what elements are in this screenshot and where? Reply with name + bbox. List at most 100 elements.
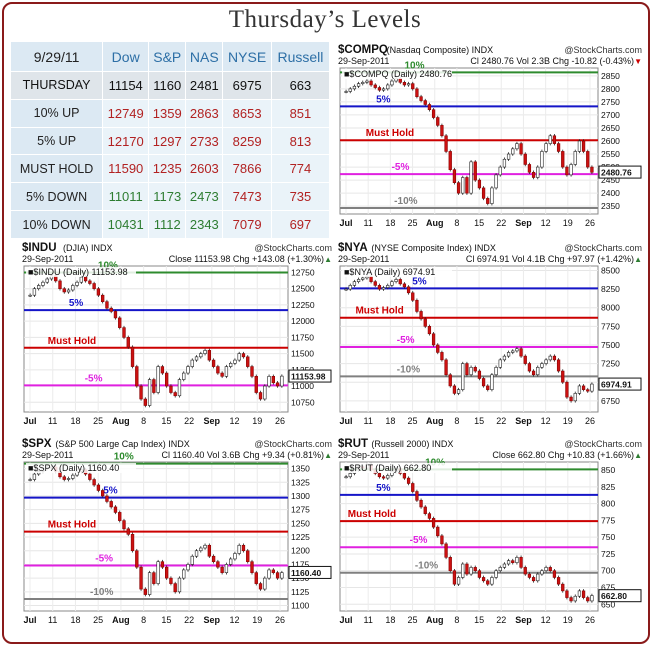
change-marker: ▲ <box>324 255 332 264</box>
candle <box>28 479 32 481</box>
legend-background <box>342 463 452 473</box>
level-label: 5% <box>376 483 391 494</box>
x-tick-label: 18 <box>385 218 395 228</box>
level-value: 12170 <box>102 126 150 156</box>
candle <box>41 281 45 286</box>
candle <box>448 374 452 387</box>
y-tick-label: 1200 <box>291 546 310 556</box>
candle <box>203 544 207 549</box>
candle <box>258 392 263 400</box>
candle <box>390 80 394 86</box>
candle <box>519 557 523 568</box>
x-tick-label: 18 <box>385 615 395 625</box>
candle <box>506 352 511 357</box>
candle <box>356 83 361 87</box>
candle <box>233 359 237 364</box>
candle <box>105 301 109 309</box>
change-marker: ▲ <box>634 255 642 264</box>
candle <box>431 109 436 118</box>
candle <box>440 535 444 545</box>
candle <box>233 553 237 560</box>
level-value: 2473 <box>185 182 224 212</box>
candle <box>590 383 594 392</box>
candle <box>473 161 477 181</box>
x-tick-label: 11 <box>364 218 373 228</box>
candle <box>344 476 348 479</box>
candle <box>452 385 457 394</box>
candle <box>275 572 280 579</box>
x-tick-label: 8 <box>454 218 459 228</box>
y-tick-label: 7750 <box>601 321 620 331</box>
x-tick-label: Aug <box>112 416 130 426</box>
candle <box>254 376 258 393</box>
candle <box>254 572 258 584</box>
candle <box>92 283 96 290</box>
candle <box>502 158 507 168</box>
candle <box>577 590 582 597</box>
level-label: 10% <box>98 261 118 272</box>
candle <box>199 547 203 552</box>
y-tick-label: 2850 <box>601 71 620 81</box>
candle <box>109 501 113 508</box>
level-value: 12749 <box>102 98 150 128</box>
x-tick-label: 25 <box>408 615 418 625</box>
column-header: NAS <box>185 41 224 72</box>
candle <box>419 499 423 508</box>
candle <box>130 346 135 367</box>
candle <box>477 179 482 189</box>
candle <box>186 366 190 374</box>
candle <box>92 479 96 486</box>
candle <box>402 473 407 479</box>
candle <box>494 367 498 376</box>
sp500-chart-panel: $SPX (S&P 500 Large Cap Index) INDX @Stock… <box>22 436 334 631</box>
candle <box>490 577 494 585</box>
candle <box>220 566 224 573</box>
chart-legend: ■$NYA (Daily) 6974.91 <box>344 267 435 277</box>
candle <box>152 572 156 584</box>
levels-row: MUST HOLD 11590 1235 2603 7866 774 <box>9 154 331 184</box>
candle <box>88 473 92 480</box>
column-header: NYSE <box>222 41 272 72</box>
candle <box>147 379 152 406</box>
candle <box>531 577 536 582</box>
level-value: 2603 <box>185 154 224 184</box>
table-date: 9/29/11 <box>9 41 104 72</box>
level-value: 2863 <box>185 98 224 128</box>
candle <box>411 483 415 492</box>
candle <box>515 557 519 563</box>
candle <box>473 567 477 572</box>
level-label: -5% <box>410 535 428 546</box>
chart-credit: @StockCharts.com <box>254 439 332 449</box>
candle <box>135 366 139 387</box>
x-tick-label: 26 <box>585 416 595 426</box>
y-tick-label: 10750 <box>291 397 315 407</box>
dow-chart: $INDU (DJIA) INDX @StockCharts.com 29-Sep-2… <box>22 242 332 426</box>
candle <box>465 363 469 376</box>
candle <box>186 564 190 571</box>
candle <box>71 285 75 291</box>
x-tick-label: 26 <box>585 218 595 228</box>
candle <box>224 366 229 377</box>
candle <box>506 153 511 160</box>
level-value: 8653 <box>222 98 272 128</box>
chart-stats: Cl 6974.91 Vol 4.1B Chg +97.97 (+1.42%) <box>466 254 634 264</box>
candle <box>373 281 377 286</box>
y-tick-label: 6750 <box>601 396 620 406</box>
column-header: S&P <box>148 41 187 72</box>
level-value: 1359 <box>148 98 187 128</box>
chart-symbol: $RUT <box>338 438 368 450</box>
y-tick-label: 1250 <box>291 518 310 528</box>
candle <box>237 544 241 554</box>
x-tick-label: 19 <box>563 416 573 426</box>
candle <box>523 567 527 575</box>
level-label: -10% <box>90 587 113 598</box>
y-tick-label: 7500 <box>601 340 620 350</box>
candle <box>448 151 452 170</box>
chart-name: (S&P 500 Large Cap Index) INDX <box>55 439 189 449</box>
candle <box>101 490 105 497</box>
y-tick-label: 1300 <box>291 491 310 501</box>
candle <box>361 82 365 84</box>
chart-symbol: $INDU <box>22 242 57 254</box>
candle <box>569 396 573 402</box>
candle <box>96 484 101 491</box>
